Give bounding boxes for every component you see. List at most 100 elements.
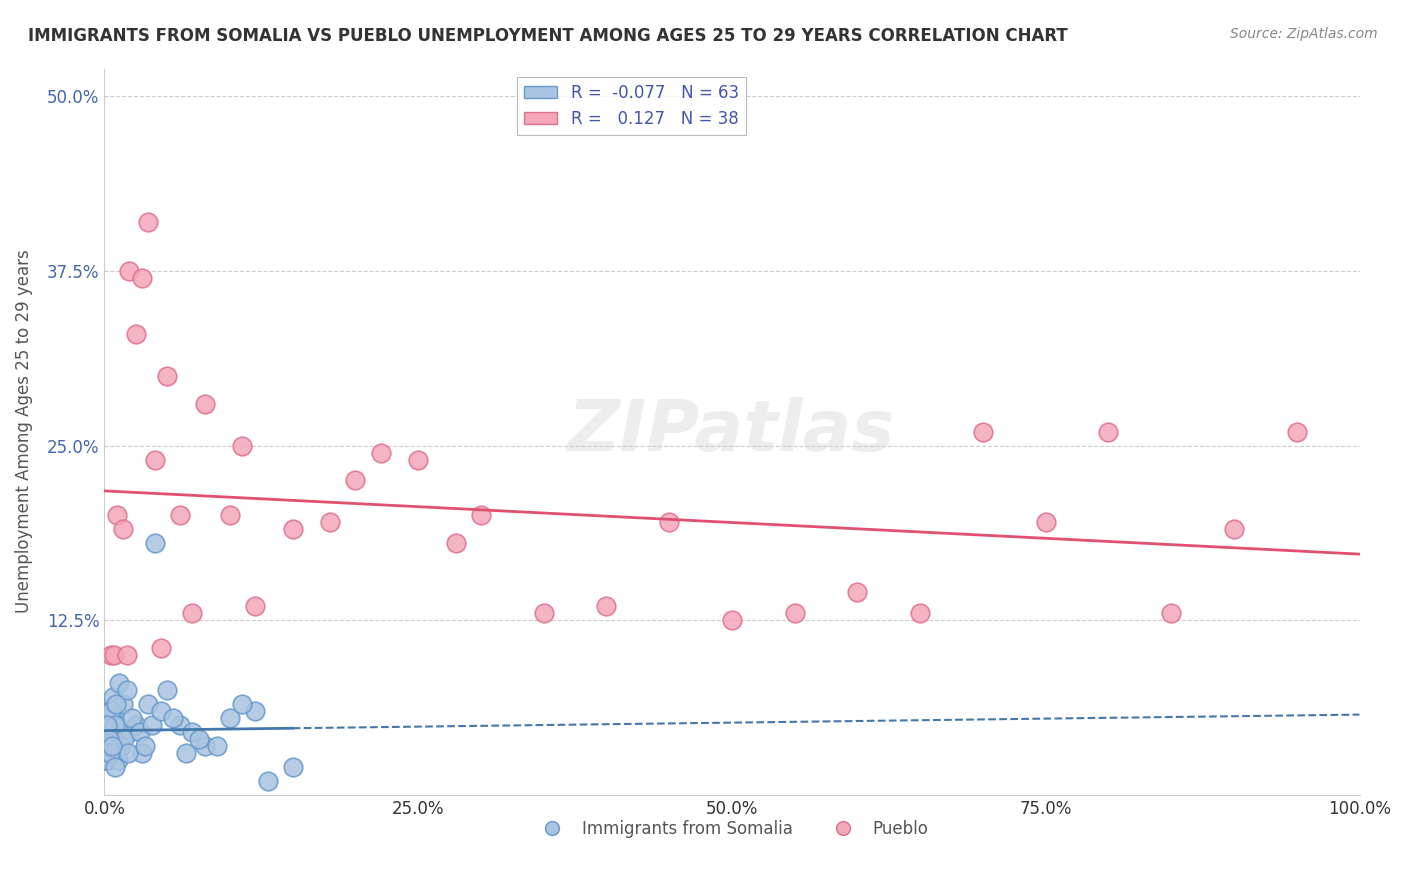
- Immigrants from Somalia: [231, 697, 253, 711]
- Pueblo: [156, 368, 179, 383]
- Pueblo: [231, 439, 253, 453]
- Immigrants from Somalia: [115, 683, 138, 698]
- Pueblo: [533, 606, 555, 620]
- Immigrants from Somalia: [112, 697, 135, 711]
- Pueblo: [149, 641, 172, 656]
- Pueblo: [100, 648, 122, 662]
- Immigrants from Somalia: [103, 711, 125, 725]
- Immigrants from Somalia: [96, 718, 118, 732]
- Immigrants from Somalia: [96, 711, 118, 725]
- Y-axis label: Unemployment Among Ages 25 to 29 years: Unemployment Among Ages 25 to 29 years: [15, 250, 32, 614]
- Immigrants from Somalia: [105, 697, 128, 711]
- Immigrants from Somalia: [96, 746, 118, 760]
- Immigrants from Somalia: [96, 718, 118, 732]
- Immigrants from Somalia: [128, 724, 150, 739]
- Immigrants from Somalia: [125, 718, 148, 732]
- Immigrants from Somalia: [101, 690, 124, 704]
- Immigrants from Somalia: [101, 731, 124, 746]
- Pueblo: [1223, 522, 1246, 536]
- Immigrants from Somalia: [107, 753, 129, 767]
- Immigrants from Somalia: [97, 724, 120, 739]
- Pueblo: [846, 585, 869, 599]
- Text: ZIPatlas: ZIPatlas: [568, 397, 896, 467]
- Pueblo: [118, 264, 141, 278]
- Immigrants from Somalia: [97, 731, 120, 746]
- Pueblo: [125, 326, 148, 341]
- Immigrants from Somalia: [219, 711, 242, 725]
- Legend: Immigrants from Somalia, Pueblo: Immigrants from Somalia, Pueblo: [529, 814, 935, 845]
- Pueblo: [115, 648, 138, 662]
- Immigrants from Somalia: [141, 718, 163, 732]
- Immigrants from Somalia: [134, 739, 156, 753]
- Immigrants from Somalia: [94, 753, 117, 767]
- Immigrants from Somalia: [105, 718, 128, 732]
- Pueblo: [112, 522, 135, 536]
- Pueblo: [143, 452, 166, 467]
- Immigrants from Somalia: [243, 704, 266, 718]
- Pueblo: [169, 508, 191, 523]
- Immigrants from Somalia: [156, 683, 179, 698]
- Immigrants from Somalia: [104, 731, 127, 746]
- Immigrants from Somalia: [100, 711, 122, 725]
- Immigrants from Somalia: [187, 731, 209, 746]
- Immigrants from Somalia: [281, 760, 304, 774]
- Immigrants from Somalia: [118, 724, 141, 739]
- Immigrants from Somalia: [94, 746, 117, 760]
- Immigrants from Somalia: [104, 760, 127, 774]
- Immigrants from Somalia: [108, 676, 131, 690]
- Immigrants from Somalia: [136, 697, 159, 711]
- Pueblo: [595, 599, 617, 614]
- Pueblo: [136, 215, 159, 229]
- Pueblo: [319, 516, 342, 530]
- Pueblo: [721, 613, 744, 627]
- Pueblo: [219, 508, 242, 523]
- Immigrants from Somalia: [103, 746, 125, 760]
- Pueblo: [406, 452, 429, 467]
- Immigrants from Somalia: [97, 704, 120, 718]
- Immigrants from Somalia: [94, 753, 117, 767]
- Immigrants from Somalia: [98, 739, 121, 753]
- Pueblo: [658, 516, 681, 530]
- Immigrants from Somalia: [98, 739, 121, 753]
- Pueblo: [103, 648, 125, 662]
- Immigrants from Somalia: [96, 731, 118, 746]
- Immigrants from Somalia: [114, 731, 136, 746]
- Pueblo: [105, 508, 128, 523]
- Pueblo: [444, 536, 467, 550]
- Pueblo: [1097, 425, 1119, 439]
- Immigrants from Somalia: [194, 739, 217, 753]
- Immigrants from Somalia: [98, 753, 121, 767]
- Immigrants from Somalia: [162, 711, 184, 725]
- Immigrants from Somalia: [94, 739, 117, 753]
- Immigrants from Somalia: [104, 718, 127, 732]
- Immigrants from Somalia: [97, 731, 120, 746]
- Pueblo: [194, 397, 217, 411]
- Pueblo: [370, 445, 392, 459]
- Immigrants from Somalia: [169, 718, 191, 732]
- Immigrants from Somalia: [121, 711, 143, 725]
- Pueblo: [1285, 425, 1308, 439]
- Pueblo: [1160, 606, 1182, 620]
- Immigrants from Somalia: [207, 739, 229, 753]
- Pueblo: [1035, 516, 1057, 530]
- Pueblo: [344, 474, 367, 488]
- Pueblo: [470, 508, 492, 523]
- Pueblo: [243, 599, 266, 614]
- Text: Source: ZipAtlas.com: Source: ZipAtlas.com: [1230, 27, 1378, 41]
- Immigrants from Somalia: [117, 746, 139, 760]
- Immigrants from Somalia: [101, 731, 124, 746]
- Pueblo: [181, 606, 204, 620]
- Immigrants from Somalia: [131, 746, 153, 760]
- Pueblo: [972, 425, 994, 439]
- Pueblo: [281, 522, 304, 536]
- Pueblo: [908, 606, 931, 620]
- Immigrants from Somalia: [256, 773, 278, 788]
- Immigrants from Somalia: [174, 746, 197, 760]
- Immigrants from Somalia: [181, 724, 204, 739]
- Immigrants from Somalia: [143, 536, 166, 550]
- Immigrants from Somalia: [149, 704, 172, 718]
- Immigrants from Somalia: [100, 704, 122, 718]
- Immigrants from Somalia: [101, 739, 124, 753]
- Immigrants from Somalia: [98, 746, 121, 760]
- Immigrants from Somalia: [94, 724, 117, 739]
